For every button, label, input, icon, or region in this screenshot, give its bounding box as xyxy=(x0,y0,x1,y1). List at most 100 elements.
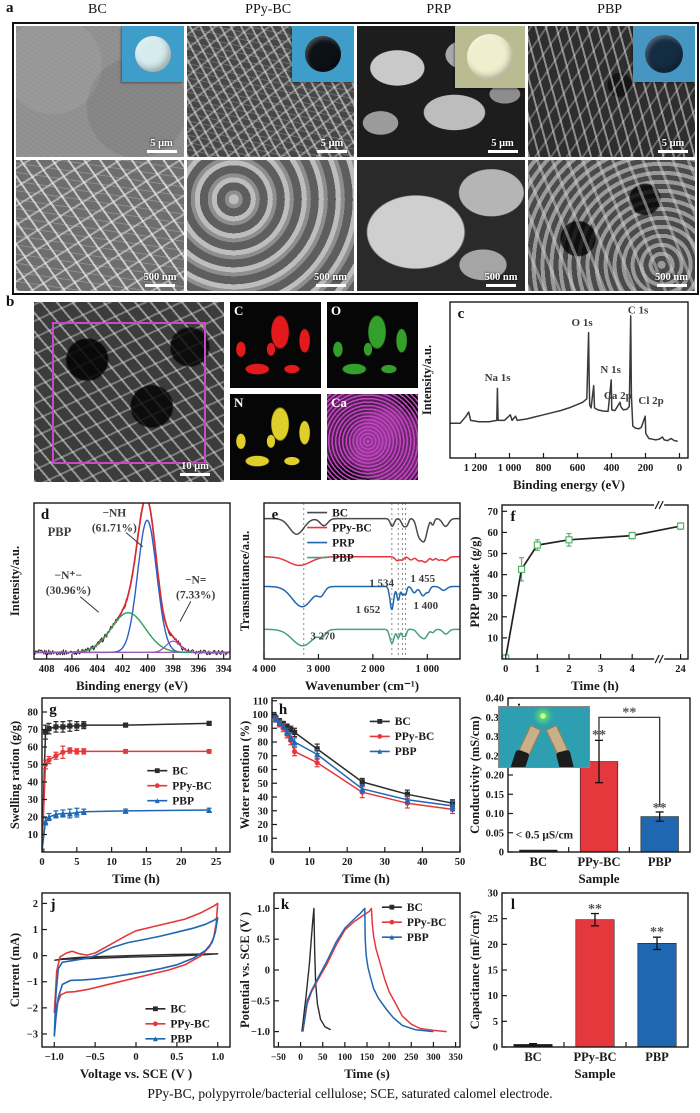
svg-text:406: 406 xyxy=(64,664,80,675)
svg-text:BC: BC xyxy=(530,855,547,869)
svg-text:PBP: PBP xyxy=(332,552,354,564)
eds-map-label: C xyxy=(234,303,244,318)
svg-text:30: 30 xyxy=(380,857,391,868)
alligator-clip xyxy=(510,749,531,767)
panel-a-sem-grid: 5 μm 5 μm 5 μm 5 μm 500 nm 500 nm 500 nm… xyxy=(12,22,699,295)
panel-a-label: a xyxy=(6,0,14,16)
scale-bar: 500 nm xyxy=(314,272,347,287)
eds-map-label: Ca xyxy=(331,395,347,410)
svg-text:300: 300 xyxy=(426,1053,441,1063)
scale-bar: 500 nm xyxy=(655,272,688,287)
panel-f-chart: 0 1 2 3 4 24 10 20 30 40 50 60 70 Time (h) PRP uptake … xyxy=(468,497,698,700)
svg-text:−50: −50 xyxy=(271,1053,286,1063)
eds-map-label: N xyxy=(234,395,244,410)
svg-text:1 455: 1 455 xyxy=(410,573,435,585)
scale-bar: 500 nm xyxy=(144,272,177,287)
scale-bar: 10 μm xyxy=(180,461,210,476)
svg-text:BC: BC xyxy=(170,1004,186,1016)
svg-text:O 1s: O 1s xyxy=(572,317,594,329)
svg-text:−0.5: −0.5 xyxy=(86,1052,105,1063)
svg-text:Time (h): Time (h) xyxy=(112,871,160,886)
svg-text:50: 50 xyxy=(258,779,269,790)
svg-text:15: 15 xyxy=(488,966,499,977)
panel-l-chart: BC PPy-BC PBP 0 5 10 15 20 25 30 Sample Capacitance… xyxy=(468,887,698,1088)
svg-text:20: 20 xyxy=(28,813,39,824)
svg-text:3 000: 3 000 xyxy=(307,664,331,675)
svg-text:10: 10 xyxy=(488,633,499,644)
svg-text:50: 50 xyxy=(488,549,499,560)
svg-text:1.0: 1.0 xyxy=(211,1052,224,1063)
photo-inset-bc xyxy=(121,26,184,82)
svg-text:10: 10 xyxy=(488,991,499,1002)
sem-pbp-high-mag: 500 nm xyxy=(527,160,695,291)
svg-text:0: 0 xyxy=(39,857,44,868)
svg-text:60: 60 xyxy=(488,528,499,539)
svg-text:PBP: PBP xyxy=(645,1050,669,1064)
svg-text:PPy-BC: PPy-BC xyxy=(395,731,435,743)
svg-text:1.0: 1.0 xyxy=(257,904,270,915)
svg-text:0.25: 0.25 xyxy=(486,751,504,762)
sem-prp-high-mag: 500 nm xyxy=(357,160,525,291)
svg-text:2 000: 2 000 xyxy=(361,664,385,675)
svg-text:Wavenumber (cm⁻¹): Wavenumber (cm⁻¹) xyxy=(305,678,419,693)
svg-text:−0.5: −0.5 xyxy=(251,996,270,1007)
svg-text:Ca 2p: Ca 2p xyxy=(604,390,632,402)
svg-text:4 000: 4 000 xyxy=(252,664,276,675)
eds-map-label: O xyxy=(331,303,342,318)
sample-disc xyxy=(134,36,171,72)
svg-text:20: 20 xyxy=(176,857,187,868)
svg-text:PBP: PBP xyxy=(172,795,194,807)
scale-bar: 5 μm xyxy=(146,138,177,153)
svg-text:30: 30 xyxy=(488,591,499,602)
svg-text:Intensity/a.u.: Intensity/a.u. xyxy=(8,546,22,616)
svg-text:0: 0 xyxy=(269,857,274,868)
svg-text:0: 0 xyxy=(265,966,270,977)
svg-text:30: 30 xyxy=(28,795,39,806)
svg-text:Na 1s: Na 1s xyxy=(485,372,512,384)
sem-ppybc-low-mag: 5 μm xyxy=(186,26,354,157)
svg-text:PPy-BC: PPy-BC xyxy=(172,780,212,792)
svg-text:0.15: 0.15 xyxy=(486,790,504,801)
svg-text:3 270: 3 270 xyxy=(310,631,335,643)
svg-text:1 652: 1 652 xyxy=(356,604,381,616)
panel-j-chart: −1.0 −0.5 0 0.5 1.0 −3 −2 −1 0 1 2 Voltage vs. SCE … xyxy=(8,887,238,1088)
svg-text:0.05: 0.05 xyxy=(486,828,504,839)
svg-text:0: 0 xyxy=(503,664,508,675)
svg-text:0.30: 0.30 xyxy=(486,732,504,743)
svg-text:50: 50 xyxy=(28,760,39,771)
scale-bar: 5 μm xyxy=(317,138,347,153)
svg-text:**: ** xyxy=(622,706,636,721)
svg-text:Swelling ration (g/g): Swelling ration (g/g) xyxy=(8,721,22,829)
svg-text:(61.71%): (61.71%) xyxy=(92,522,137,534)
photo-inset-ppybc xyxy=(292,26,354,82)
svg-text:200: 200 xyxy=(382,1053,397,1063)
sem-bc-high-mag: 500 nm xyxy=(16,160,184,291)
sample-disc xyxy=(305,36,341,72)
svg-text:PPy-BC: PPy-BC xyxy=(573,1050,616,1064)
panel-b-label: b xyxy=(6,294,15,310)
svg-text:f: f xyxy=(511,509,517,525)
svg-text:Binding energy (eV): Binding energy (eV) xyxy=(76,678,188,693)
svg-text:PBP: PBP xyxy=(395,746,417,758)
svg-text:BC: BC xyxy=(172,765,188,777)
panel-h-chart: 0 10 20 30 40 50 10 20 30 40 50 60 70 80 90 100 110 Time … xyxy=(238,692,468,893)
svg-text:10: 10 xyxy=(28,830,39,841)
svg-text:15: 15 xyxy=(141,857,152,868)
svg-text:396: 396 xyxy=(191,664,207,675)
panel-g-chart: 0 5 10 15 20 25 10 20 30 40 50 60 70 80 Time (h) Swelli… xyxy=(8,692,238,893)
svg-text:5: 5 xyxy=(74,857,79,868)
svg-text:70: 70 xyxy=(488,507,499,518)
svg-text:0.35: 0.35 xyxy=(486,713,504,724)
svg-text:**: ** xyxy=(650,925,664,940)
svg-text:90: 90 xyxy=(258,724,269,735)
column-title-ppybc: PPy-BC xyxy=(245,2,292,17)
svg-text:0: 0 xyxy=(298,1053,303,1063)
svg-text:N 1s: N 1s xyxy=(600,364,621,376)
svg-text:Potential vs. SCE (V ): Potential vs. SCE (V ) xyxy=(238,912,252,1028)
sem-ppybc-high-mag: 500 nm xyxy=(186,160,354,291)
svg-text:**: ** xyxy=(588,902,602,917)
svg-text:20: 20 xyxy=(488,940,499,951)
svg-text:150: 150 xyxy=(360,1053,375,1063)
led-light xyxy=(538,711,547,720)
sample-disc xyxy=(645,35,683,73)
